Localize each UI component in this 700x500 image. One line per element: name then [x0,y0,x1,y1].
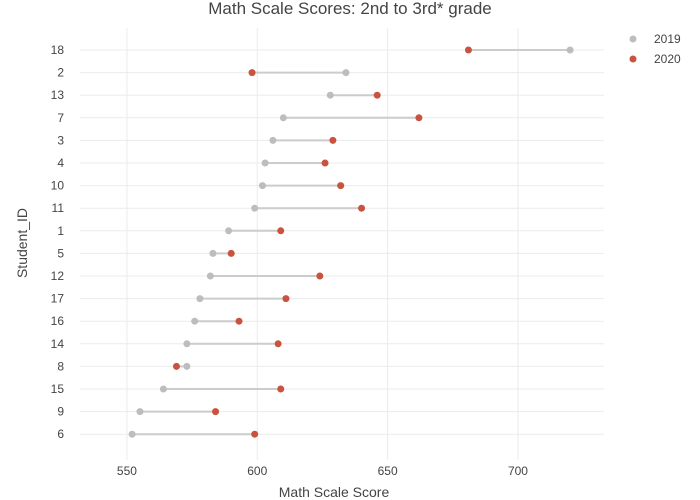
point-2020-student-11[interactable] [358,204,366,212]
x-tick-label-650: 650 [378,464,398,478]
y-tick-label-15: 15 [51,382,65,396]
legend-item-2020[interactable]: 2020 [629,52,682,66]
chart-title: Math Scale Scores: 2nd to 3rd* grade [208,0,492,18]
point-2019-student-17[interactable] [196,295,204,303]
legend-label-2020: 2020 [654,52,681,66]
point-2019-student-5[interactable] [209,249,217,257]
y-tick-label-2: 2 [57,66,64,80]
y-tick-label-10: 10 [51,179,65,193]
y-tick-label-4: 4 [57,156,64,170]
point-2020-student-10[interactable] [337,182,345,190]
point-2020-student-12[interactable] [316,272,324,280]
y-tick-label-9: 9 [57,405,64,419]
y-tick-label-3: 3 [57,133,64,147]
x-tick-label-700: 700 [508,464,528,478]
y-tick-label-16: 16 [51,314,65,328]
point-2020-student-9[interactable] [212,408,220,416]
point-2019-student-13[interactable] [326,91,334,99]
y-tick-label-7: 7 [57,111,64,125]
point-2019-student-8[interactable] [183,362,191,370]
point-2020-student-17[interactable] [282,295,290,303]
point-2020-student-4[interactable] [321,159,329,167]
point-2019-student-15[interactable] [159,385,167,393]
point-2020-student-7[interactable] [415,114,423,122]
x-tick-label-600: 600 [247,464,267,478]
y-tick-label-13: 13 [51,88,65,102]
dumbbell-lines [132,49,571,436]
point-2020-student-1[interactable] [277,227,285,235]
point-2020-student-16[interactable] [235,317,243,325]
point-2020-student-13[interactable] [373,91,381,99]
point-2020-student-15[interactable] [277,385,285,393]
x-axis-ticks: 550 600 650 700 [117,464,528,478]
point-2019-student-14[interactable] [183,340,191,348]
point-2020-student-8[interactable] [172,362,180,370]
point-2019-student-12[interactable] [206,272,214,280]
legend-item-2019[interactable]: 2019 [629,32,682,46]
point-2019-student-2[interactable] [342,69,350,77]
y-tick-label-17: 17 [51,292,65,306]
legend-label-2019: 2019 [654,32,681,46]
grid [80,28,604,460]
point-2019-student-1[interactable] [225,227,233,235]
point-2019-student-18[interactable] [566,46,574,54]
y-tick-label-14: 14 [51,337,65,351]
point-2019-student-11[interactable] [251,204,259,212]
y-tick-label-5: 5 [57,246,64,260]
point-2019-student-9[interactable] [136,408,144,416]
legend-marker-2019 [629,35,637,43]
point-2019-student-10[interactable] [258,182,266,190]
y-tick-label-1: 1 [57,224,64,238]
y-axis-label: Student_ID [14,208,30,278]
y-tick-label-6: 6 [57,427,64,441]
point-2020-student-2[interactable] [248,69,256,77]
data-points [128,46,574,438]
y-tick-label-8: 8 [57,359,64,373]
y-tick-label-11: 11 [52,201,65,215]
point-2020-student-3[interactable] [329,136,337,144]
y-tick-label-12: 12 [51,269,65,283]
legend[interactable]: 2019 2020 [629,32,682,66]
legend-marker-2020 [629,55,637,63]
point-2020-student-5[interactable] [227,249,235,257]
point-2019-student-7[interactable] [279,114,287,122]
point-2020-student-6[interactable] [251,430,259,438]
x-axis-label: Math Scale Score [279,484,390,500]
point-2020-student-14[interactable] [274,340,282,348]
y-tick-label-18: 18 [51,43,65,57]
point-2019-student-6[interactable] [128,430,136,438]
x-tick-label-550: 550 [117,464,137,478]
point-2019-student-16[interactable] [191,317,199,325]
point-2019-student-3[interactable] [269,136,277,144]
point-2020-student-18[interactable] [464,46,472,54]
point-2019-student-4[interactable] [261,159,269,167]
